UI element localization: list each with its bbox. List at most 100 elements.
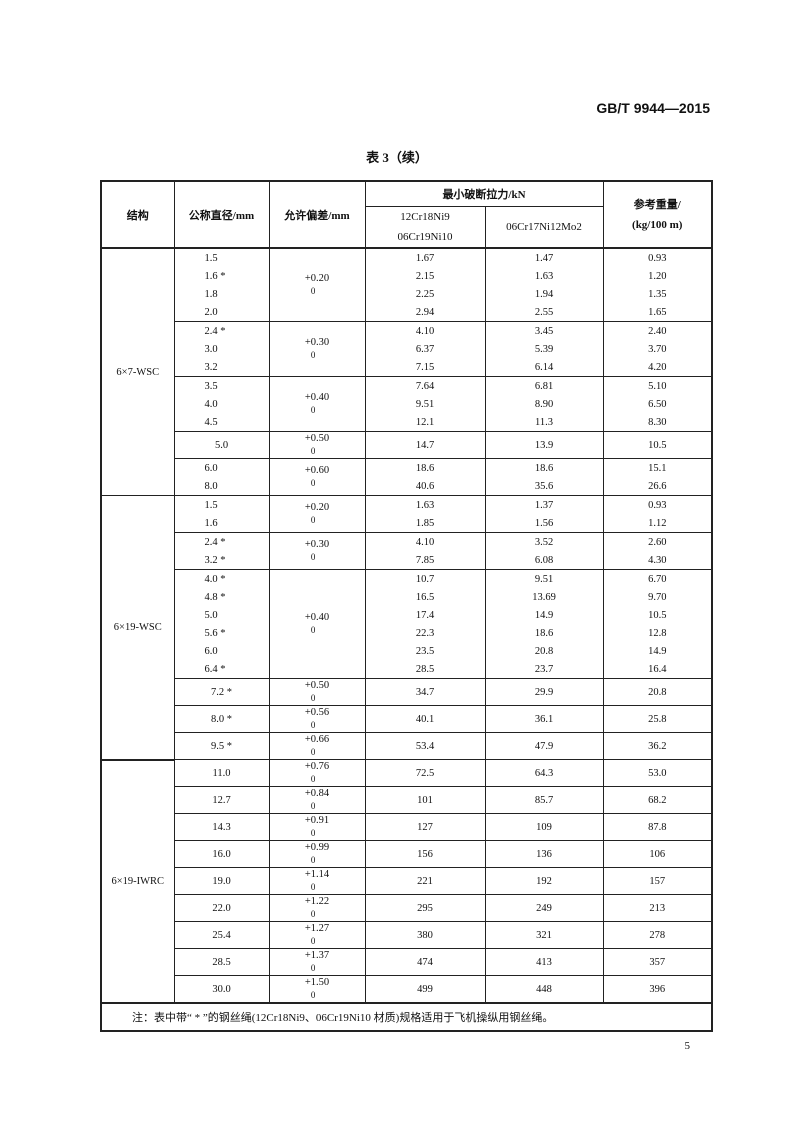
weight-cell: 12.8 (602, 624, 713, 642)
tolerance-lower: 0 (310, 350, 316, 360)
tolerance-value: +1.22 0 (305, 896, 329, 920)
table-row: 19.0 +1.14 0 221 192 157 (101, 867, 713, 895)
force-b-cell: 9.51 (484, 569, 604, 588)
table-row: 5.0 17.4 14.9 10.5 (101, 606, 713, 624)
weight-cell: 53.0 (602, 759, 713, 787)
weight-cell: 278 (602, 921, 713, 949)
force-a-cell: 6.37 (364, 340, 486, 358)
tolerance-lower: 0 (310, 855, 316, 865)
force-b-cell: 136 (484, 840, 604, 868)
table-row: 3.2 7.15 6.14 4.20 (101, 358, 713, 377)
tolerance-upper: +0.30 (304, 337, 330, 348)
header-diameter: 公称直径/mm (173, 180, 270, 249)
diameter-cell: 1.6 * (173, 267, 270, 285)
table-row: 6.0 +0.60 0 18.6 18.6 15.1 (101, 458, 713, 496)
diameter-cell: 25.4 (173, 921, 270, 949)
force-a-cell: 499 (364, 975, 486, 1004)
force-a-cell: 9.51 (364, 395, 486, 413)
diameter-cell: 14.3 (173, 813, 270, 841)
table-row: 6.0 23.5 20.8 14.9 (101, 642, 713, 660)
tolerance-value: +0.40 0 (305, 392, 329, 416)
header-material-b: 06Cr17Ni12Mo2 (484, 205, 604, 249)
table-row: 1.6 * 2.15 1.63 1.20 (101, 267, 713, 285)
tolerance-value: +1.50 0 (305, 977, 329, 1001)
table-row: 6.4 * 28.5 23.7 16.4 (101, 660, 713, 679)
force-a-cell: 127 (364, 813, 486, 841)
table-row: 16.0 +0.99 0 156 136 106 (101, 840, 713, 868)
diameter-cell: 30.0 (173, 975, 270, 1004)
wire-rope-table: 结构 公称直径/mm 允许偏差/mm 最小破断拉力/kN 参考重量/ (kg/1… (100, 180, 713, 1032)
tolerance-upper: +1.37 (304, 950, 330, 961)
diameter-cell: 16.0 (173, 840, 270, 868)
tolerance-upper: +1.50 (304, 977, 330, 988)
weight-cell: 16.4 (602, 660, 713, 679)
weight-cell: 26.6 (602, 477, 713, 496)
diameter-cell: 2.4 * (173, 321, 270, 340)
diameter-cell: 6.0 (173, 642, 270, 660)
tolerance-value: +0.99 0 (305, 842, 329, 866)
diameter-cell: 1.5 (173, 247, 270, 267)
force-b-cell: 3.52 (484, 532, 604, 551)
tolerance-lower: 0 (310, 774, 316, 784)
tolerance-value: +1.37 0 (305, 950, 329, 974)
tolerance-lower: 0 (310, 693, 316, 703)
weight-cell: 9.70 (602, 588, 713, 606)
force-b-cell: 413 (484, 948, 604, 976)
tolerance-cell: +0.56 0 (268, 705, 366, 733)
weight-cell: 5.10 (602, 376, 713, 395)
table-header: 结构 公称直径/mm 允许偏差/mm 最小破断拉力/kN 参考重量/ (kg/1… (100, 180, 713, 249)
force-a-cell: 53.4 (364, 732, 486, 760)
force-a-cell: 1.67 (364, 247, 486, 267)
force-a-cell: 156 (364, 840, 486, 868)
table-row: 2.4 * +0.30 0 4.10 3.45 2.40 (101, 321, 713, 377)
tolerance-lower: 0 (310, 478, 316, 488)
force-a-cell: 28.5 (364, 660, 486, 679)
tolerance-upper: +1.27 (304, 923, 330, 934)
table-row: 1.6 1.85 1.56 1.12 (101, 514, 713, 533)
force-b-cell: 13.69 (484, 588, 604, 606)
header-weight: 参考重量/ (kg/100 m) (602, 180, 713, 249)
diameter-cell: 3.5 (173, 376, 270, 395)
table-row: 6×7-WSC 1.5 +0.20 0 1.67 1.47 0.93 (100, 247, 713, 496)
tolerance-value: +0.40 0 (305, 612, 329, 636)
weight-cell: 10.5 (602, 606, 713, 624)
force-b-cell: 85.7 (484, 786, 604, 814)
diameter-cell: 6.0 (173, 458, 270, 477)
tolerance-value: +0.60 0 (305, 465, 329, 489)
header-material-a-line2: 06Cr19Ni10 (397, 230, 453, 243)
tolerance-cell: +0.20 0 (268, 247, 366, 322)
weight-cell: 14.9 (602, 642, 713, 660)
force-a-cell: 34.7 (364, 678, 486, 706)
table-row: 6×19-WSC 1.5 +0.20 0 1.63 1.37 0.93 (100, 495, 713, 760)
tolerance-lower: 0 (310, 882, 316, 892)
table-row: 30.0 +1.50 0 499 448 396 (101, 975, 713, 1004)
weight-cell: 396 (602, 975, 713, 1004)
weight-cell: 87.8 (602, 813, 713, 841)
header-material-a: 12Cr18Ni9 06Cr19Ni10 (364, 205, 486, 249)
weight-cell: 68.2 (602, 786, 713, 814)
force-a-cell: 23.5 (364, 642, 486, 660)
weight-cell: 1.20 (602, 267, 713, 285)
diameter-cell: 1.6 (173, 514, 270, 533)
table-row: 8.0 40.6 35.6 26.6 (101, 477, 713, 496)
tolerance-lower: 0 (310, 909, 316, 919)
tolerance-upper: +0.20 (304, 502, 330, 513)
tolerance-cell: +0.30 0 (268, 532, 366, 570)
tolerance-upper: +0.20 (304, 273, 330, 284)
force-a-cell: 16.5 (364, 588, 486, 606)
tolerance-cell: +0.50 0 (268, 678, 366, 706)
tolerance-cell: +1.14 0 (268, 867, 366, 895)
diameter-cell: 28.5 (173, 948, 270, 976)
note-row: 注：表中带“ * ”的钢丝绳(12Cr18Ni9、06Cr19Ni10 材质)规… (100, 1002, 713, 1032)
diameter-cell: 4.0 * (173, 569, 270, 588)
table-row: 4.5 12.1 11.3 8.30 (101, 413, 713, 432)
tolerance-upper: +0.76 (304, 761, 330, 772)
tolerance-value: +0.30 0 (305, 337, 329, 361)
diameter-cell: 4.8 * (173, 588, 270, 606)
force-a-cell: 7.15 (364, 358, 486, 377)
diameter-cell: 8.0 * (173, 705, 270, 733)
force-a-cell: 40.6 (364, 477, 486, 496)
weight-cell: 1.12 (602, 514, 713, 533)
tolerance-lower: 0 (310, 515, 316, 525)
force-b-cell: 11.3 (484, 413, 604, 432)
